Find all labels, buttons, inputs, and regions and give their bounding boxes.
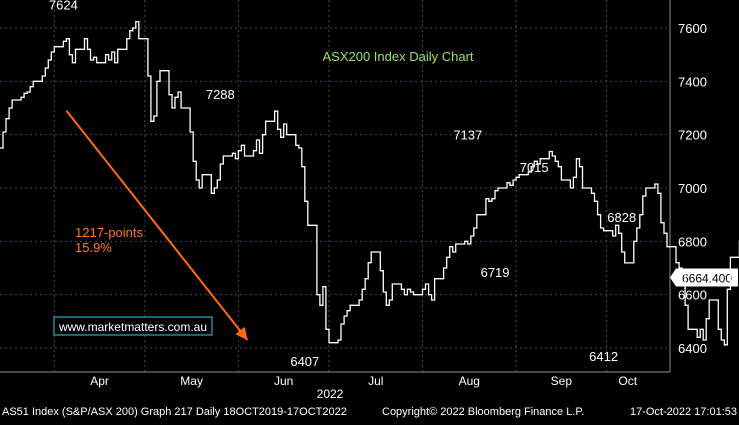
extreme-value-label: 7015: [520, 160, 549, 175]
x-tick-label: Apr: [90, 374, 109, 388]
x-tick-label: Oct: [618, 374, 637, 388]
last-value-label: 6664.400: [682, 271, 732, 285]
y-tick-label: 7200: [678, 128, 707, 143]
chart-title: ASX200 Index Daily Chart: [322, 49, 473, 64]
extreme-value-label: 7288: [206, 87, 235, 102]
grid-layer: [0, 0, 670, 372]
footer-left: AS51 Index (S&P/ASX 200) Graph 217 Daily…: [2, 406, 347, 418]
decline-arrow-head: [235, 326, 248, 340]
annotation-layer: 7624 7288 6407 7137 6719 7015 6412 6828: [49, 0, 636, 369]
watermark-box: [53, 316, 213, 336]
x-tick-label: Jul: [368, 374, 383, 388]
y-tick-label: 6400: [678, 341, 707, 356]
decline-arrow-shaft: [65, 110, 249, 341]
footer-right: 17-Oct-2022 17:01:53: [630, 406, 737, 418]
extreme-value-label: 7624: [49, 0, 78, 13]
extreme-value-label: 6407: [290, 354, 319, 369]
move-percent-label: 15.9%: [75, 240, 112, 255]
extreme-value-label: 6719: [481, 265, 510, 280]
price-series-line: [0, 20, 739, 346]
x-tick-label: May: [180, 374, 203, 388]
extreme-value-label: 6828: [607, 210, 636, 225]
x-tick-label: Jun: [274, 374, 293, 388]
x-tick-label: Sep: [551, 374, 573, 388]
watermark[interactable]: www.marketmatters.com.au: [53, 316, 213, 336]
extreme-value-label: 7137: [453, 127, 482, 142]
extreme-value-label: 6412: [589, 349, 618, 364]
watermark-link[interactable]: www.marketmatters.com.au: [58, 320, 207, 334]
y-tick-label: 6800: [678, 234, 707, 249]
y-tick-label: 7400: [678, 74, 707, 89]
y-tick-label: 6600: [678, 288, 707, 303]
last-value-box: [670, 268, 738, 287]
x-tick-label: Aug: [459, 374, 480, 388]
move-points-label: 1217-points: [75, 225, 143, 240]
y-tick-label: 7600: [678, 21, 707, 36]
series-layer: [0, 20, 739, 346]
x-year-label: 2022: [317, 387, 344, 401]
y-tick-label: 7000: [678, 181, 707, 196]
footer-center: Copyright© 2022 Bloomberg Finance L.P.: [382, 406, 584, 418]
